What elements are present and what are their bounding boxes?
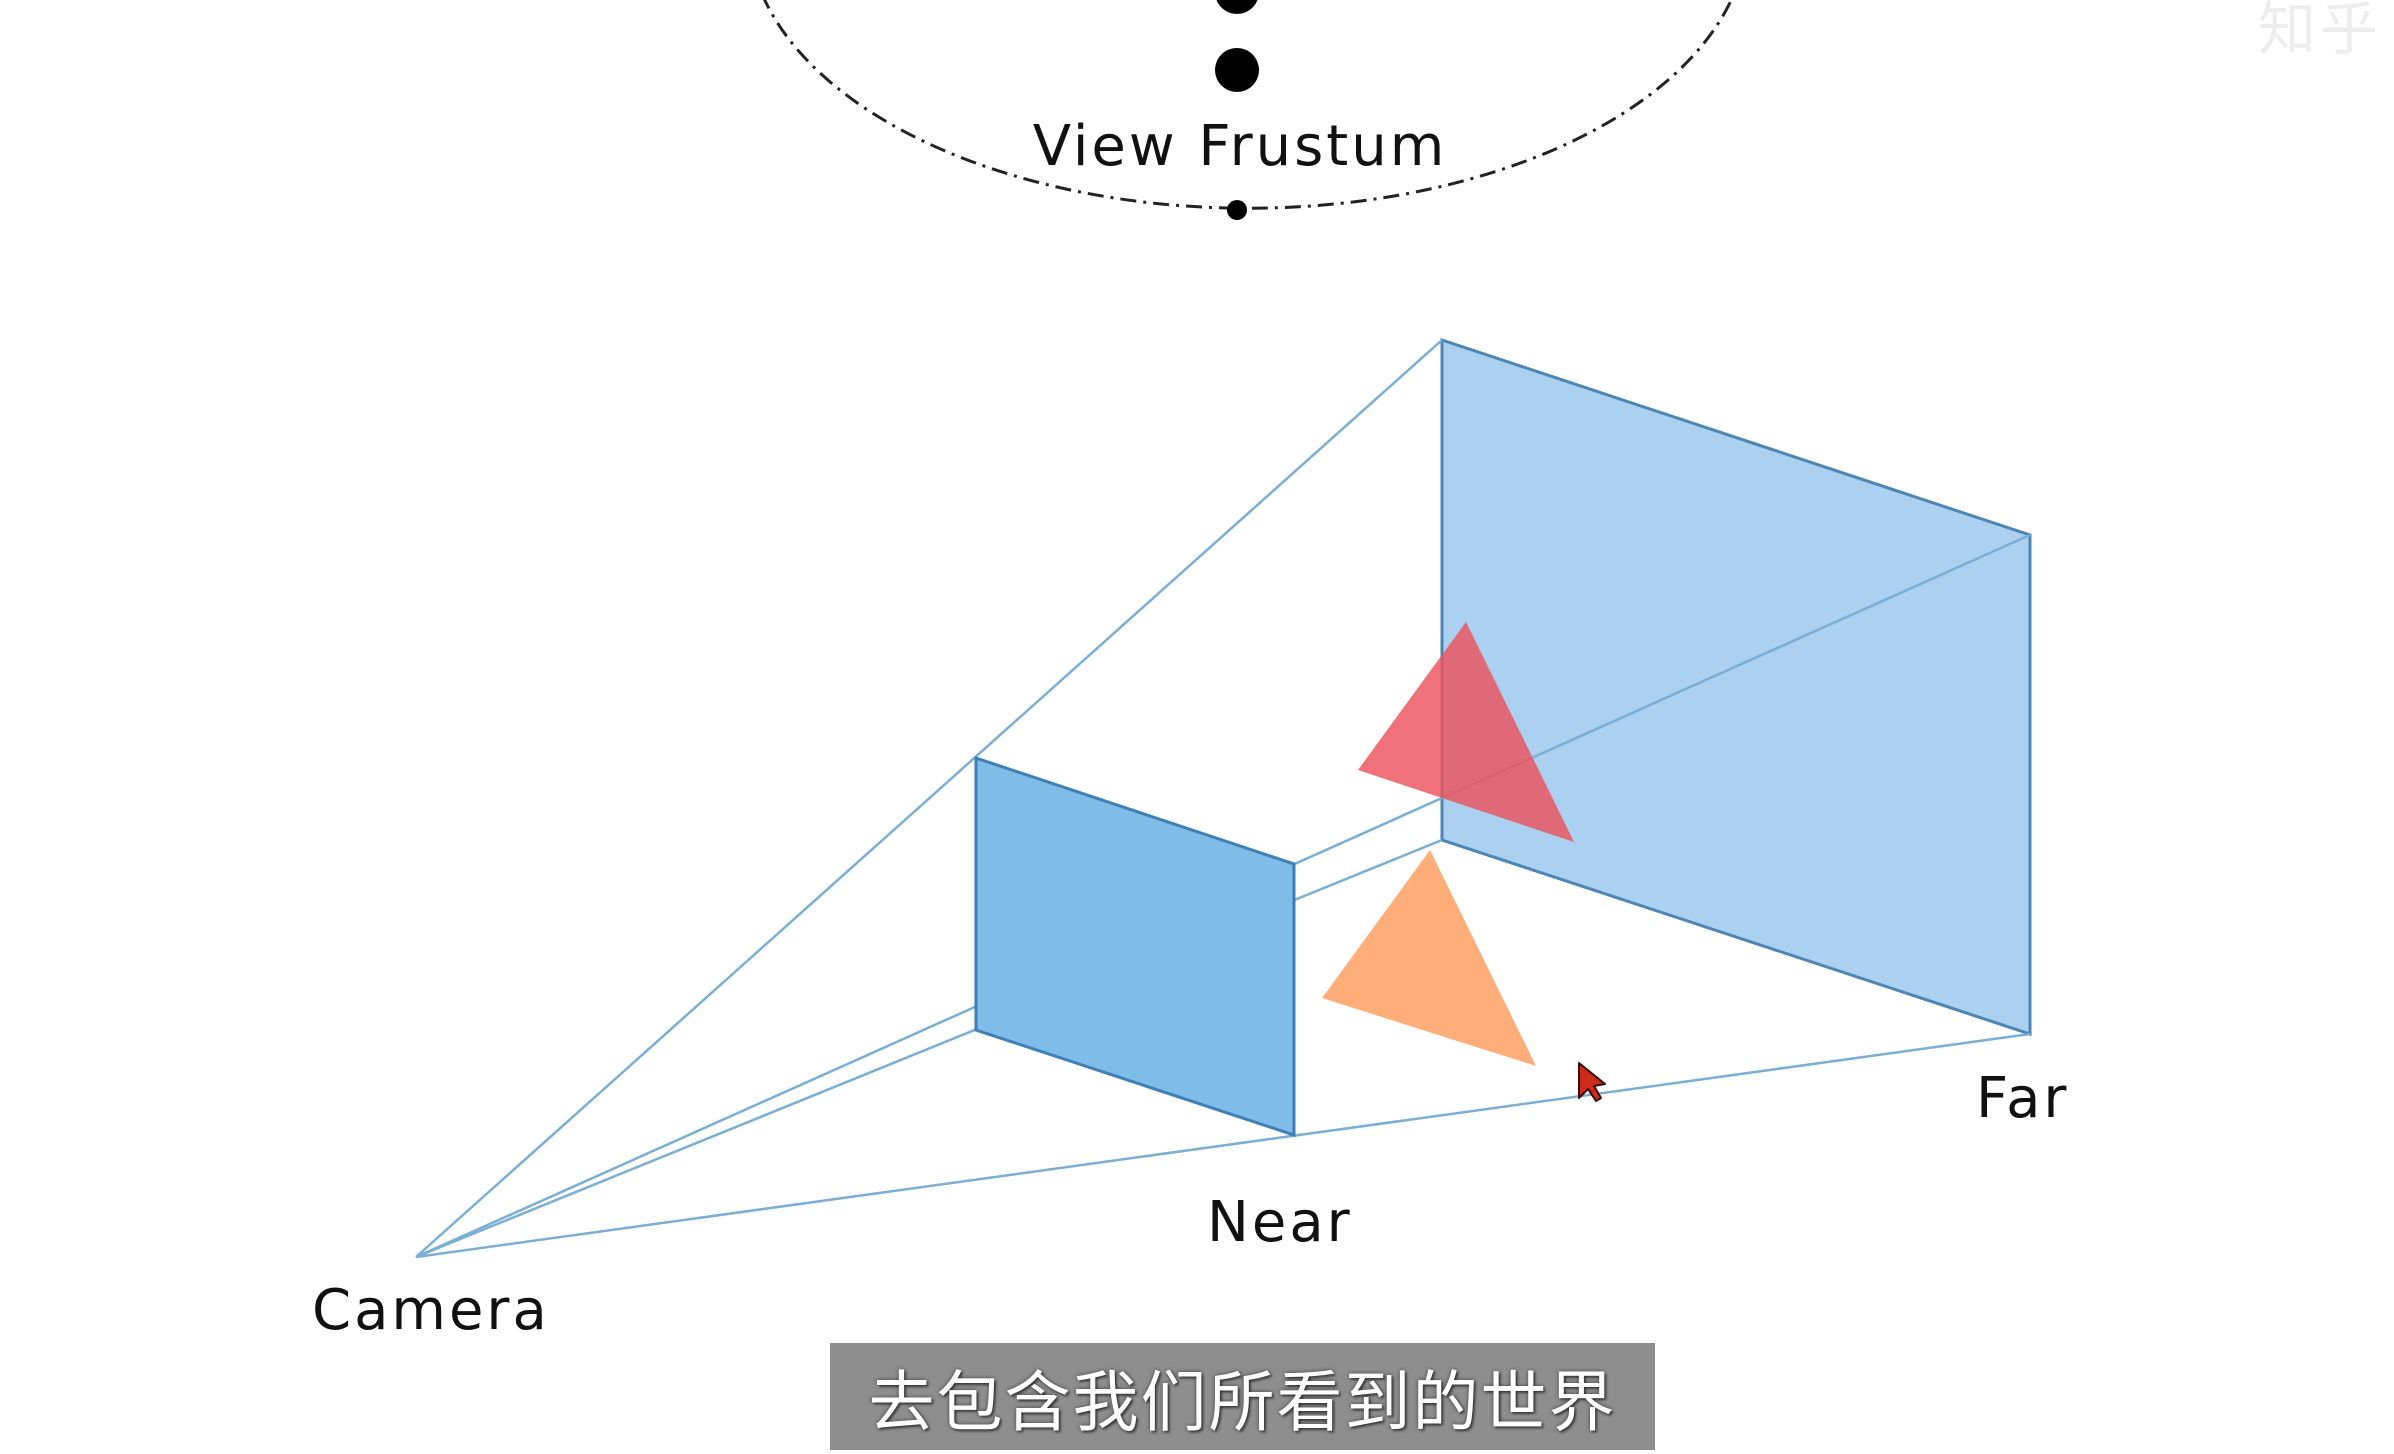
- ellipsis-dot-bottom: [1227, 200, 1247, 220]
- ellipsis-dot-middle: [1215, 48, 1259, 92]
- far-plane: [1440, 337, 2032, 1037]
- mouse-cursor-icon: [1578, 1062, 1606, 1102]
- far-label: Far: [1976, 1066, 2069, 1131]
- orange-triangle: [1322, 850, 1536, 1066]
- diagram-title: View Frustum: [1033, 114, 1448, 179]
- ellipsis-dot-top: [1216, 0, 1258, 14]
- site-watermark: 知乎: [2257, 0, 2382, 63]
- red-triangle: [1358, 622, 1574, 842]
- subtitle-caption: 去包含我们所看到的世界: [830, 1343, 1655, 1450]
- title-bubble-outline: [763, 0, 1733, 210]
- edge-camera-far-bottom-right: [415, 1032, 2031, 1259]
- edge-camera-far-top-left: [415, 339, 1443, 1258]
- near-label: Near: [1207, 1190, 1353, 1255]
- subtitle-text: 去包含我们所看到的世界: [868, 1363, 1617, 1441]
- near-plane: [974, 755, 1296, 1138]
- camera-label: Camera: [312, 1278, 550, 1343]
